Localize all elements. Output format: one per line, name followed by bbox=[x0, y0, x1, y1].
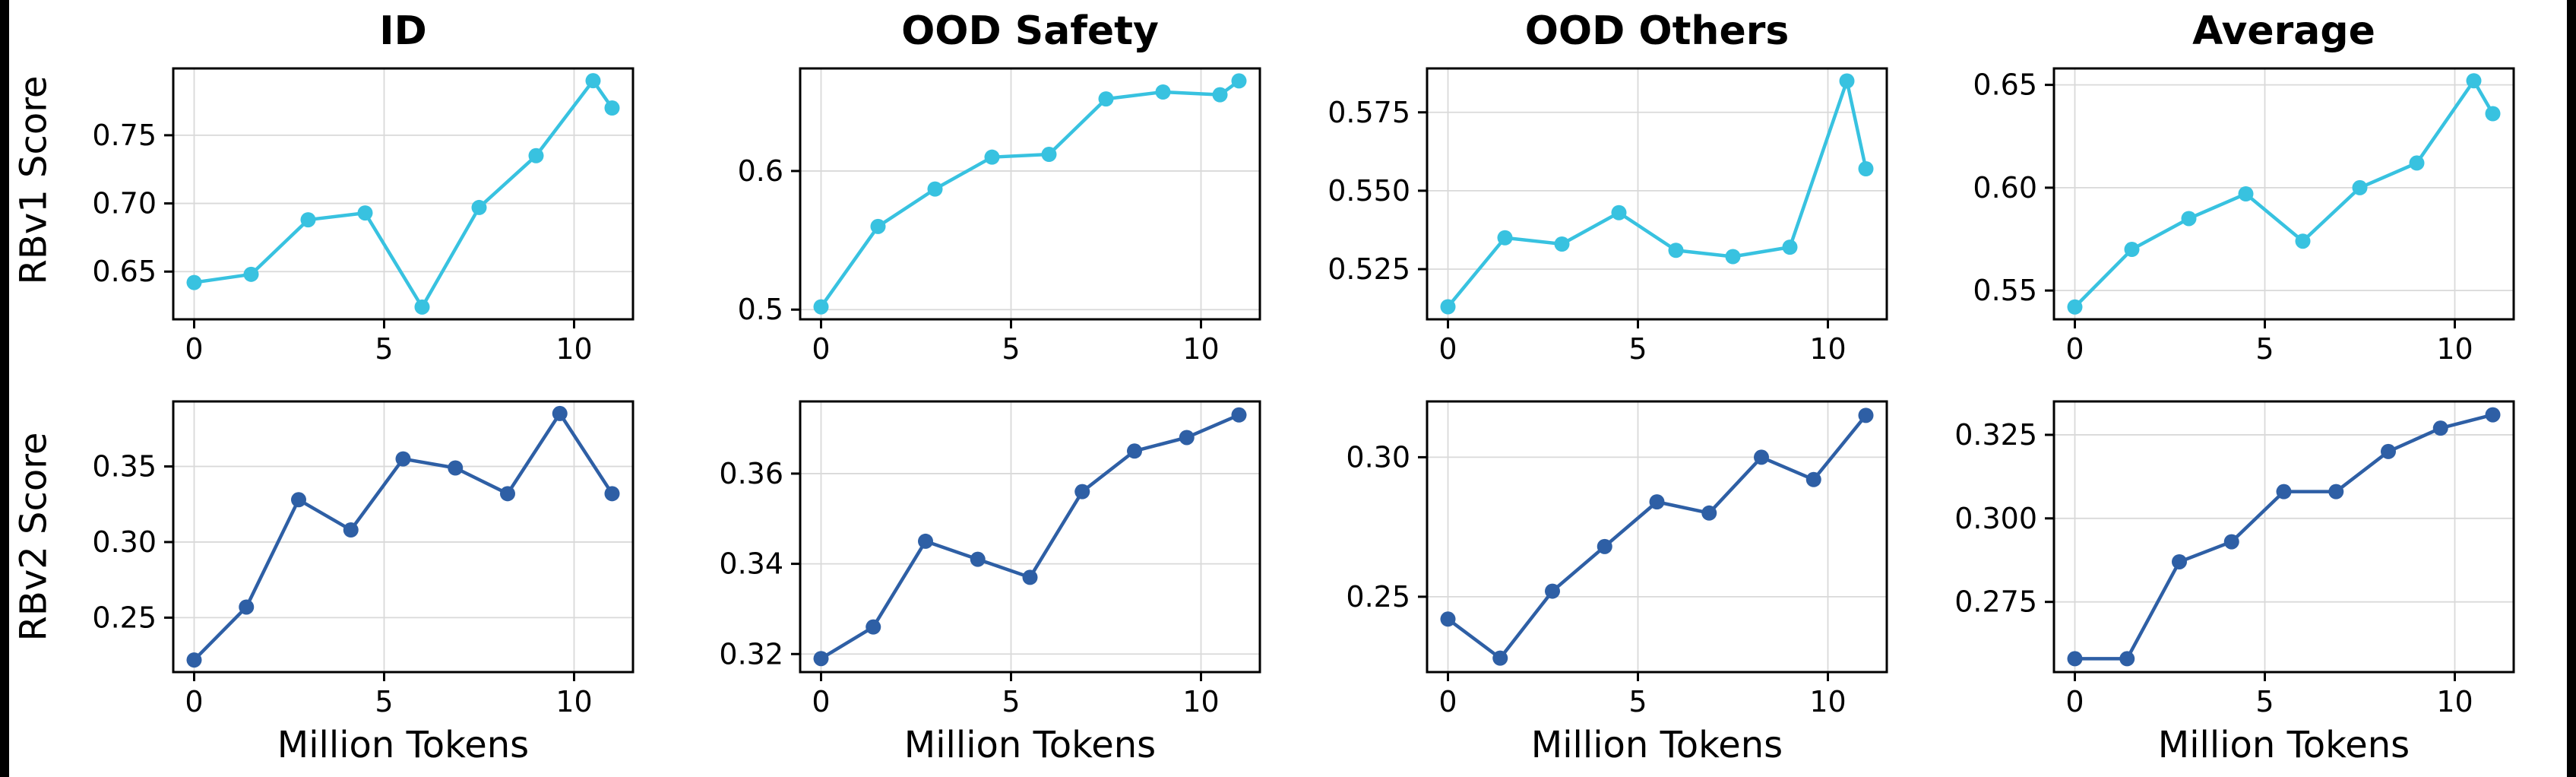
svg-text:10: 10 bbox=[1182, 332, 1219, 360]
svg-text:0.70: 0.70 bbox=[92, 187, 157, 220]
ylabel-rbv1-score-text: RBv1 Score bbox=[12, 75, 55, 285]
svg-text:0.6: 0.6 bbox=[738, 154, 783, 188]
svg-text:0.30: 0.30 bbox=[1346, 440, 1410, 474]
svg-text:Million Tokens: Million Tokens bbox=[277, 724, 529, 766]
svg-text:0: 0 bbox=[185, 332, 203, 360]
chart-rbv2-average: 0 5 10 0.275 0.300 0.325 Million Tokens bbox=[1954, 400, 2515, 766]
svg-text:5: 5 bbox=[1628, 332, 1647, 360]
svg-text:0.34: 0.34 bbox=[719, 547, 783, 581]
svg-text:0.275: 0.275 bbox=[1954, 585, 2037, 619]
svg-text:Million Tokens: Million Tokens bbox=[904, 724, 1156, 766]
svg-text:10: 10 bbox=[2436, 685, 2473, 718]
svg-text:0.5: 0.5 bbox=[738, 293, 783, 326]
svg-text:0.550: 0.550 bbox=[1328, 174, 1410, 208]
svg-text:0.30: 0.30 bbox=[92, 525, 157, 559]
svg-text:5: 5 bbox=[1628, 685, 1647, 718]
chart-rbv2-ood-others: 0 5 10 0.25 0.30 Million Tokens bbox=[1346, 400, 1888, 766]
svg-text:0.55: 0.55 bbox=[1973, 274, 2037, 307]
svg-text:0: 0 bbox=[185, 685, 203, 718]
svg-text:5: 5 bbox=[375, 332, 393, 360]
svg-text:0.36: 0.36 bbox=[719, 457, 783, 490]
ylabel-rbv2-score: RBv2 Score bbox=[9, 360, 58, 777]
svg-text:0.75: 0.75 bbox=[92, 119, 157, 152]
svg-text:10: 10 bbox=[555, 332, 592, 360]
svg-text:10: 10 bbox=[1809, 685, 1846, 718]
chart-rbv1-average: 0 5 10 0.55 0.60 0.65 Average bbox=[1973, 8, 2515, 360]
chart-rbv1-ood-others: 0 5 10 0.525 0.550 0.575 OOD Others bbox=[1328, 8, 1888, 360]
chart-rbv1-id: 0 5 10 0.65 0.70 0.75 ID bbox=[92, 8, 635, 360]
chart-rbv2-ood-safety: 0 5 10 0.32 0.34 0.36 Million Tokens bbox=[719, 400, 1261, 766]
ylabel-rbv2-score-text: RBv2 Score bbox=[12, 432, 55, 642]
svg-text:0: 0 bbox=[2065, 685, 2084, 718]
svg-text:5: 5 bbox=[1002, 332, 1020, 360]
svg-text:10: 10 bbox=[1809, 332, 1846, 360]
svg-text:0.65: 0.65 bbox=[1973, 68, 2037, 102]
svg-text:0: 0 bbox=[2065, 332, 2084, 360]
svg-text:5: 5 bbox=[375, 685, 393, 718]
svg-text:Million Tokens: Million Tokens bbox=[2158, 724, 2410, 766]
svg-text:0: 0 bbox=[1438, 685, 1457, 718]
svg-text:5: 5 bbox=[1002, 685, 1020, 718]
svg-text:OOD Others: OOD Others bbox=[1525, 8, 1790, 54]
svg-text:0.575: 0.575 bbox=[1328, 96, 1410, 129]
left-black-border bbox=[0, 0, 9, 777]
svg-text:0.60: 0.60 bbox=[1973, 171, 2037, 205]
svg-text:0.525: 0.525 bbox=[1328, 252, 1410, 286]
figure-grid: RBv1 Score 0 5 10 0.65 0.70 0.75 ID 0 5 10 0.5 0.6… bbox=[9, 0, 2567, 777]
svg-text:10: 10 bbox=[555, 685, 592, 718]
svg-text:0.25: 0.25 bbox=[92, 601, 157, 634]
svg-text:Million Tokens: Million Tokens bbox=[1531, 724, 1783, 766]
svg-text:0.35: 0.35 bbox=[92, 450, 157, 484]
svg-text:ID: ID bbox=[379, 8, 427, 54]
svg-text:0.25: 0.25 bbox=[1346, 580, 1410, 614]
svg-text:5: 5 bbox=[2255, 685, 2274, 718]
svg-text:0.65: 0.65 bbox=[92, 255, 157, 288]
svg-text:0.325: 0.325 bbox=[1954, 418, 2037, 452]
ylabel-rbv1-score: RBv1 Score bbox=[9, 0, 58, 360]
svg-text:10: 10 bbox=[2436, 332, 2473, 360]
right-black-border bbox=[2567, 0, 2576, 777]
chart-rbv2-id: 0 5 10 0.25 0.30 0.35 Million Tokens bbox=[92, 400, 635, 766]
svg-text:0: 0 bbox=[1438, 332, 1457, 360]
chart-rbv1-ood-safety: 0 5 10 0.5 0.6 OOD Safety bbox=[738, 8, 1261, 360]
svg-text:OOD Safety: OOD Safety bbox=[901, 8, 1159, 54]
svg-text:0: 0 bbox=[812, 685, 830, 718]
svg-text:Average: Average bbox=[2192, 8, 2375, 54]
svg-text:0.32: 0.32 bbox=[719, 637, 783, 671]
svg-text:0: 0 bbox=[812, 332, 830, 360]
svg-text:5: 5 bbox=[2255, 332, 2274, 360]
svg-text:0.300: 0.300 bbox=[1954, 502, 2037, 535]
svg-text:10: 10 bbox=[1182, 685, 1219, 718]
